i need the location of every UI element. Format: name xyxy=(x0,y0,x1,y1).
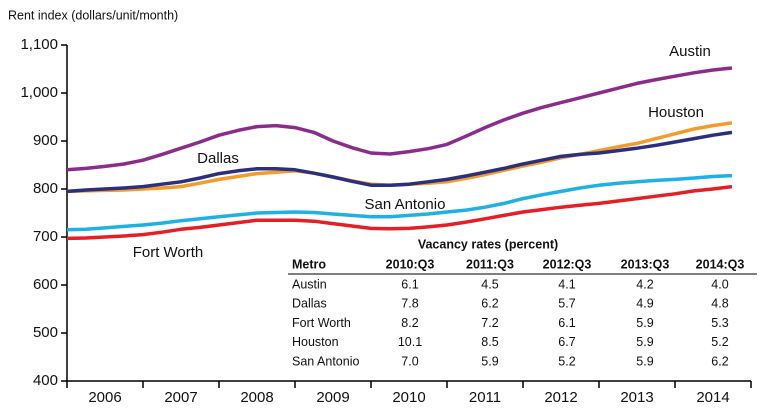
table-cell: 4.2 xyxy=(636,277,653,291)
series-line xyxy=(66,184,733,241)
table-title: Vacancy rates (percent) xyxy=(418,237,558,251)
x-tick-label: 2011 xyxy=(469,389,501,406)
y-tick-label: 700 xyxy=(33,228,58,245)
table-header: 2014:Q3 xyxy=(696,257,745,271)
table-cell: 6.1 xyxy=(558,316,575,330)
table-header: 2010:Q3 xyxy=(386,257,435,271)
table-cell: 10.1 xyxy=(398,335,422,349)
y-tick-label: 800 xyxy=(33,180,58,197)
table-header: Metro xyxy=(292,257,326,271)
table-header: 2013:Q3 xyxy=(621,257,670,271)
table-cell: 6.2 xyxy=(711,354,728,368)
y-tick-label: 500 xyxy=(33,324,58,341)
table-header: 2012:Q3 xyxy=(543,257,592,271)
x-tick-label: 2010 xyxy=(392,389,425,406)
table-cell: 6.2 xyxy=(481,297,498,311)
table-cell: 5.9 xyxy=(636,335,653,349)
y-tick-label: 900 xyxy=(33,132,58,149)
table-cell: 7.2 xyxy=(481,316,498,330)
x-tick-label: 2009 xyxy=(316,389,349,406)
series-label: Fort Worth xyxy=(133,244,204,261)
y-tick-label: 1,000 xyxy=(20,84,58,101)
y-tick-label: 600 xyxy=(33,276,58,293)
x-tick-label: 2006 xyxy=(88,389,121,406)
table-cell: San Antonio xyxy=(292,354,359,368)
table-cell: 6.1 xyxy=(401,277,418,291)
x-tick-label: 2014 xyxy=(696,389,729,406)
series-line xyxy=(66,173,733,232)
y-axis-label: Rent index (dollars/unit/month) xyxy=(8,8,178,22)
table-cell: Fort Worth xyxy=(292,316,351,330)
table-cell: 6.7 xyxy=(558,335,575,349)
series-label: Dallas xyxy=(197,150,239,167)
table-cell: 4.0 xyxy=(711,277,728,291)
table-background xyxy=(288,234,759,374)
y-tick-label: 400 xyxy=(33,372,58,389)
table-cell: 5.9 xyxy=(636,316,653,330)
x-tick-label: 2007 xyxy=(164,389,197,406)
table-cell: 8.2 xyxy=(401,316,418,330)
table-cell: 5.9 xyxy=(481,354,498,368)
series-label: Austin xyxy=(669,43,711,60)
table-cell: 7.8 xyxy=(401,297,418,311)
table-cell: 5.2 xyxy=(558,354,575,368)
table-cell: 5.7 xyxy=(558,297,575,311)
table-cell: 4.9 xyxy=(636,297,653,311)
table-cell: 7.0 xyxy=(401,354,418,368)
table-cell: Austin xyxy=(292,277,327,291)
table-cell: Dallas xyxy=(292,297,327,311)
table-cell: 4.1 xyxy=(558,277,575,291)
table-cell: 8.5 xyxy=(481,335,498,349)
x-tick-label: 2012 xyxy=(544,389,577,406)
table-cell: 5.9 xyxy=(636,354,653,368)
series-label: San Antonio xyxy=(365,196,446,213)
table-cell: 5.3 xyxy=(711,316,728,330)
series-line xyxy=(66,130,733,194)
table-cell: 4.8 xyxy=(711,297,728,311)
x-tick-label: 2008 xyxy=(240,389,273,406)
series-label: Houston xyxy=(648,104,704,121)
table-cell: Houston xyxy=(292,335,339,349)
table-cell: 5.2 xyxy=(711,335,728,349)
table-cell: 4.5 xyxy=(481,277,498,291)
x-tick-label: 2013 xyxy=(620,389,653,406)
table-header: 2011:Q3 xyxy=(466,257,514,271)
series-line xyxy=(66,66,733,172)
y-tick-label: 1,100 xyxy=(20,36,58,53)
